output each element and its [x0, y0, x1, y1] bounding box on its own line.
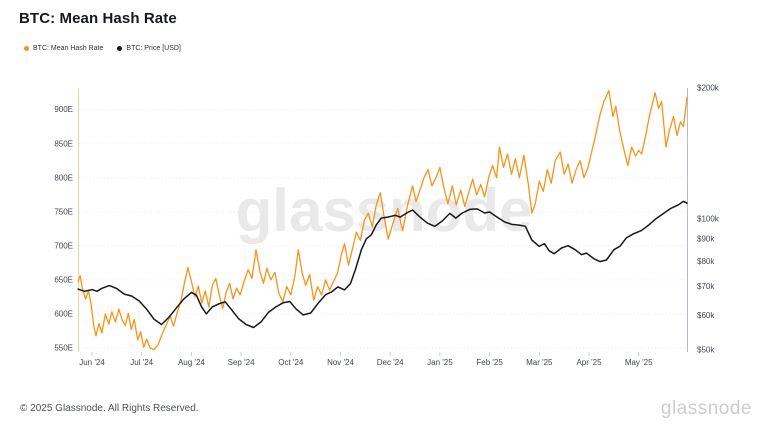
svg-text:Jul '24: Jul '24 [130, 358, 153, 367]
svg-text:800E: 800E [54, 173, 73, 182]
right-axis-labels: $200k $100k $90k $80k $70k $60k $50k [697, 84, 720, 355]
svg-text:Nov '24: Nov '24 [327, 358, 354, 367]
svg-text:600E: 600E [54, 310, 73, 319]
svg-text:Mar '25: Mar '25 [526, 358, 553, 367]
svg-text:$50k: $50k [697, 346, 715, 355]
svg-text:850E: 850E [54, 139, 73, 148]
svg-text:Feb '25: Feb '25 [476, 358, 503, 367]
svg-text:May '25: May '25 [625, 358, 653, 367]
svg-text:$200k: $200k [697, 84, 720, 93]
grid-lines [79, 109, 687, 349]
legend-item-price[interactable]: BTC: Price [USD] [117, 45, 181, 52]
legend-label-price: BTC: Price [USD] [126, 45, 181, 52]
svg-text:750E: 750E [54, 207, 73, 216]
svg-text:$60k: $60k [697, 311, 715, 320]
svg-text:Apr '25: Apr '25 [576, 358, 602, 367]
svg-text:550E: 550E [54, 344, 73, 353]
svg-text:Oct '24: Oct '24 [278, 358, 304, 367]
price-series-line [77, 200, 688, 329]
footer-copyright: © 2025 Glassnode. All Rights Reserved. [20, 403, 199, 414]
price-legend-dot-icon [117, 46, 123, 51]
svg-text:Aug '24: Aug '24 [178, 358, 205, 367]
svg-text:900E: 900E [54, 105, 73, 114]
svg-text:Sep '24: Sep '24 [228, 358, 255, 367]
legend-label-hashrate: BTC: Mean Hash Rate [33, 45, 104, 52]
hashrate-legend-dot-icon [24, 46, 29, 51]
svg-text:$80k: $80k [697, 257, 715, 266]
x-axis-labels: Jun '24 Jul '24 Aug '24 Sep '24 Oct '24 Nov '… [79, 352, 653, 367]
legend-item-hashrate[interactable]: BTC: Mean Hash Rate [24, 45, 103, 52]
svg-text:Jun '24: Jun '24 [79, 358, 105, 367]
svg-text:700E: 700E [54, 241, 73, 250]
svg-text:650E: 650E [54, 276, 73, 285]
glassnode-logo: glassnode [660, 398, 752, 419]
chart-legend: BTC: Mean Hash Rate BTC: Price [USD] [24, 45, 181, 52]
hashrate-series-line [77, 89, 688, 351]
left-axis-labels: 900E 850E 800E 750E 700E 650E 600E 550E [54, 105, 73, 352]
svg-text:Dec '24: Dec '24 [377, 358, 404, 367]
svg-text:$90k: $90k [697, 235, 715, 244]
page-title: BTC: Mean Hash Rate [19, 10, 177, 27]
svg-text:$70k: $70k [697, 282, 715, 291]
svg-text:$100k: $100k [697, 215, 720, 224]
svg-text:Jan '25: Jan '25 [427, 358, 453, 367]
